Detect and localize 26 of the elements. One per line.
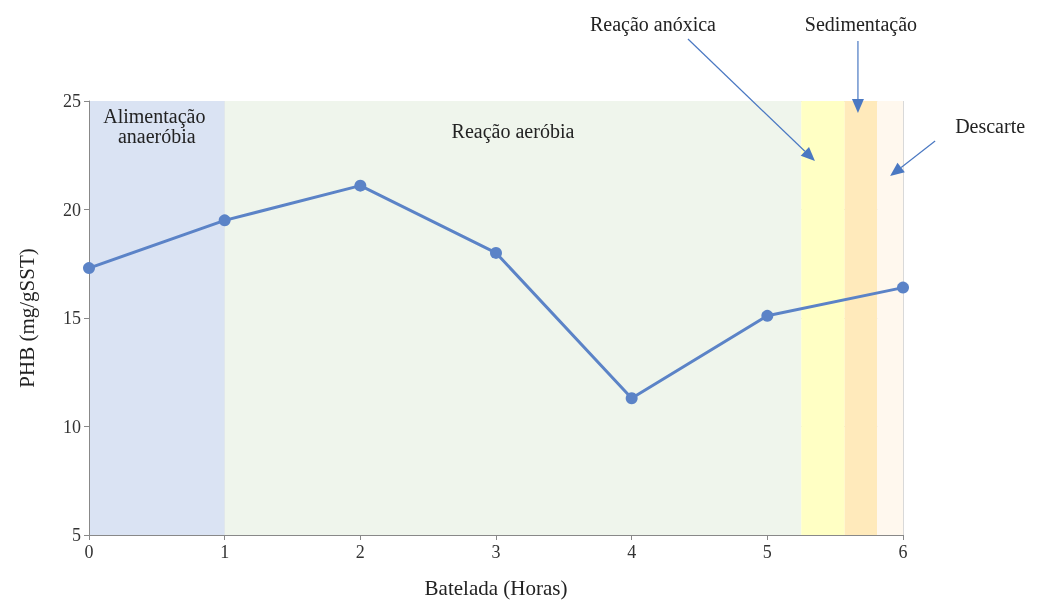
y-tick-label: 20 [63, 199, 81, 220]
y-tick-label: 5 [72, 525, 81, 545]
y-tick-label: 15 [63, 308, 81, 328]
y-axis-title: PHB (mg/gSST) [14, 248, 39, 388]
band-label: Reação anóxica [589, 13, 717, 36]
y-tick-label: 25 [63, 91, 81, 111]
x-tick-label: 1 [220, 542, 230, 562]
point [218, 214, 231, 227]
x-tick-label: 6 [898, 542, 908, 562]
point [354, 179, 367, 192]
x-tick-label: 4 [627, 542, 637, 562]
band-label: Alimentação anaeróbia [103, 105, 211, 147]
x-tick-label: 3 [491, 542, 501, 562]
y-tick-label: 10 [63, 416, 81, 437]
point [897, 281, 909, 294]
band-label: Sedimentação [804, 13, 918, 36]
band-label: Reação aeróbia [451, 120, 575, 143]
point [625, 392, 638, 405]
point [761, 309, 774, 322]
x-tick-label: 0 [84, 542, 94, 562]
x-axis-title: Batelada (Horas) [424, 575, 568, 600]
point [83, 262, 95, 275]
x-tick-label: 5 [762, 542, 772, 562]
x-tick-label: 2 [355, 542, 365, 562]
band-label: Descarte [955, 115, 1026, 137]
point [490, 246, 502, 259]
